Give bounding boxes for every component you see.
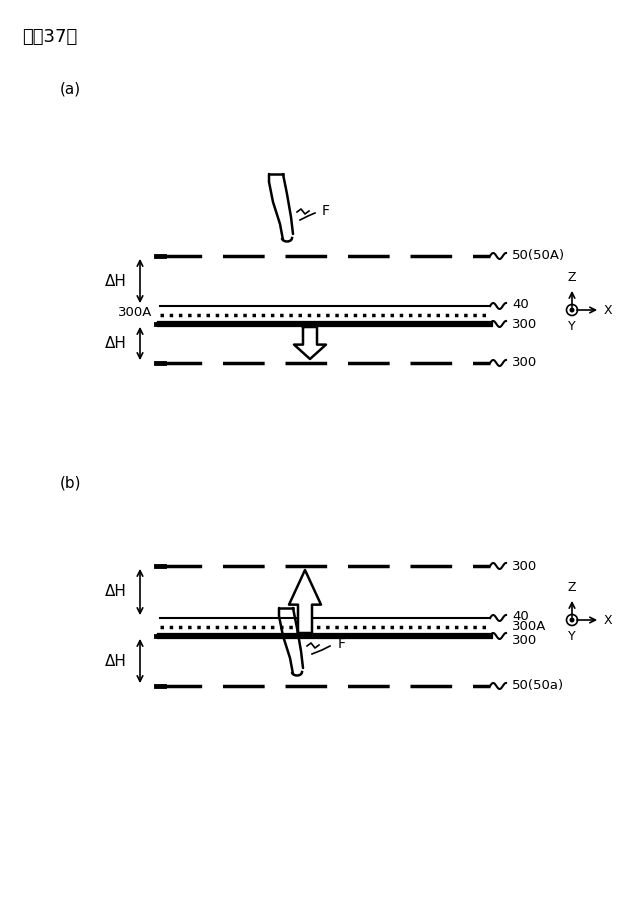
Text: F: F — [322, 204, 330, 218]
Text: ΔH: ΔH — [105, 274, 127, 289]
Text: Z: Z — [568, 581, 576, 594]
Text: Y: Y — [568, 630, 576, 643]
Text: X: X — [604, 303, 612, 317]
Text: 》図37》: 》図37》 — [22, 28, 77, 46]
Text: ΔH: ΔH — [105, 584, 127, 599]
Text: X: X — [604, 614, 612, 627]
Text: 50(50A): 50(50A) — [512, 249, 565, 263]
Text: (a): (a) — [60, 81, 81, 96]
Text: F: F — [338, 637, 346, 651]
Text: ΔH: ΔH — [105, 336, 127, 351]
Text: 300: 300 — [512, 318, 537, 331]
Text: (b): (b) — [60, 476, 81, 491]
Text: Z: Z — [568, 271, 576, 284]
Text: Y: Y — [568, 320, 576, 333]
Text: 300A: 300A — [512, 620, 547, 634]
Polygon shape — [289, 570, 321, 633]
Circle shape — [570, 618, 574, 622]
Text: 300: 300 — [512, 356, 537, 369]
Text: 40: 40 — [512, 609, 529, 623]
Text: 300: 300 — [512, 635, 537, 648]
Polygon shape — [294, 327, 326, 359]
Text: 300: 300 — [512, 560, 537, 572]
Text: 40: 40 — [512, 298, 529, 311]
Text: 300A: 300A — [118, 307, 152, 320]
Text: 50(50a): 50(50a) — [512, 680, 564, 692]
Circle shape — [570, 308, 574, 311]
Text: ΔH: ΔH — [105, 653, 127, 669]
